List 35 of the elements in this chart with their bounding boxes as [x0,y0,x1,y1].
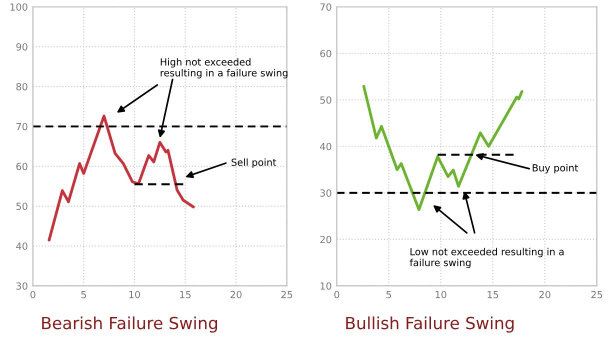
x-tick-label: 10 [436,290,446,298]
y-tick-label: 90 [16,43,28,51]
y-tick-label: 100 [10,3,28,11]
annotation: Sell point [232,158,276,168]
annotation: Low not exceeded resulting in a failure swing [410,248,564,268]
y-tick-label: 30 [320,189,332,197]
y-tick-label: 60 [320,50,332,58]
text: Bearish Failure Swing [42,316,218,333]
text: Bullish Failure Swing [346,316,514,333]
annotation: High not exceeded resulting in a failure swing [160,58,288,78]
line-series [362,85,524,211]
y-tick-label: 10 [320,282,332,290]
y-tick-label: 40 [16,242,28,250]
y-tick-label: 70 [320,3,332,11]
x-tick-label: 25 [591,290,602,298]
annotation: Buy point [532,164,578,174]
y-tick-label: 40 [320,142,332,150]
x-tick-label: 0 [334,290,340,298]
y-tick-label: 50 [16,202,28,210]
y-tick-label: 30 [16,282,28,290]
y-tick-label: 60 [16,162,28,170]
x-tick-label: 20 [539,290,550,298]
x-tick-label: 25 [281,290,292,298]
x-tick-label: 20 [230,290,242,298]
y-tick-label: 80 [16,83,28,90]
x-tick-label: 15 [488,291,498,298]
y-tick-label: 50 [320,96,332,104]
x-tick-label: 5 [81,291,86,298]
y-tick-label: 20 [320,236,332,244]
y-tick-label: 70 [16,122,28,130]
x-tick-label: 0 [30,290,36,298]
x-tick-label: 10 [129,290,140,298]
x-tick-label: 15 [180,291,191,298]
line-series [48,114,195,242]
x-tick-label: 5 [386,291,392,298]
